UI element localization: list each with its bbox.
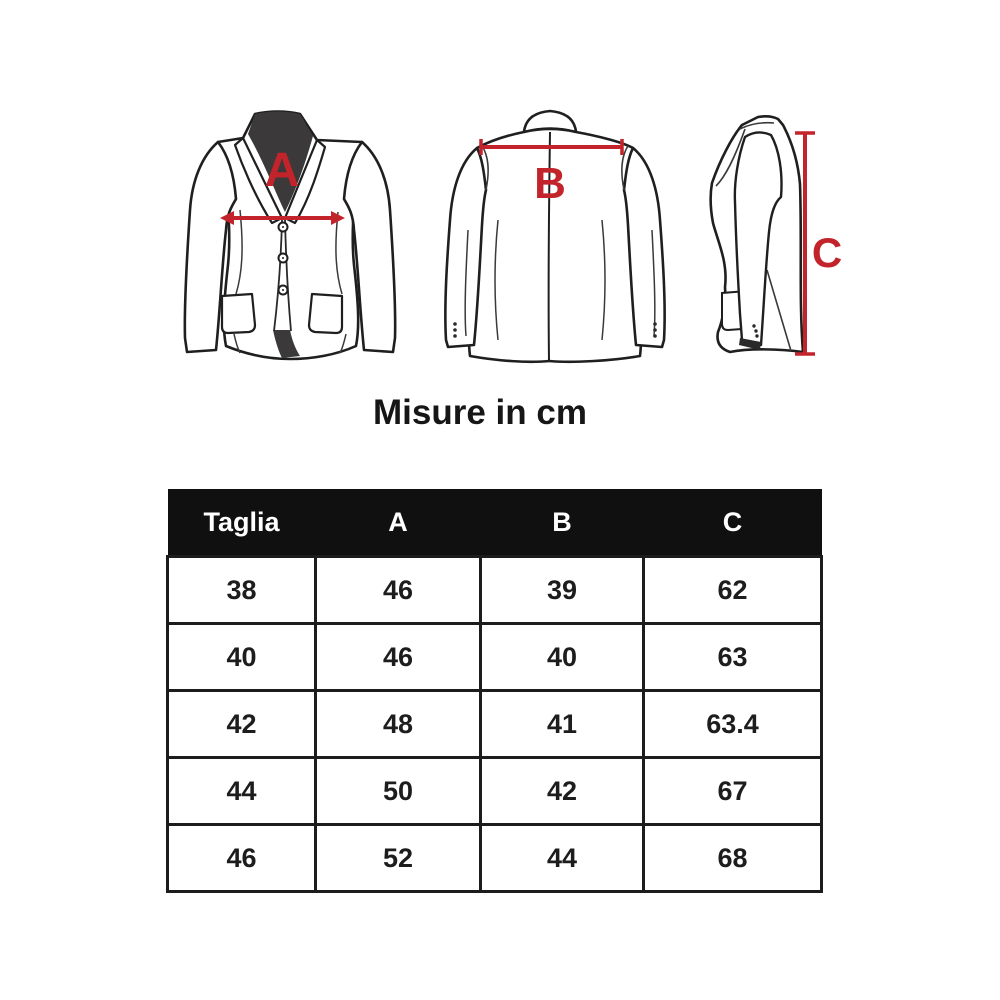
measurement-label-c: C bbox=[812, 229, 842, 276]
size-cell: 42 bbox=[479, 756, 645, 826]
size-cell: 44 bbox=[166, 756, 317, 826]
size-cell: 63 bbox=[642, 622, 823, 692]
jacket-back-view: B bbox=[444, 109, 666, 364]
table-row: 44 50 42 67 bbox=[166, 756, 823, 826]
header-b: B bbox=[480, 489, 644, 557]
measurement-arrow-a bbox=[220, 211, 345, 225]
size-cell: 39 bbox=[479, 555, 645, 625]
table-row: 38 46 39 62 bbox=[166, 555, 823, 625]
jacket-front-inner-shirt bbox=[248, 111, 313, 212]
jacket-front-buttons bbox=[277, 221, 289, 296]
size-cell: 40 bbox=[166, 622, 317, 692]
jacket-back-cuff-buttons bbox=[453, 322, 657, 338]
jacket-side-sleeve bbox=[733, 131, 783, 347]
jacket-front-left-sleeve bbox=[183, 140, 238, 354]
size-table: Taglia A B C 38 46 39 62 40 46 40 63 42 … bbox=[166, 489, 823, 893]
size-cell: 42 bbox=[166, 689, 317, 759]
jacket-side-detail-lines bbox=[715, 121, 792, 352]
size-cell: 52 bbox=[314, 823, 482, 893]
header-taglia: Taglia bbox=[167, 489, 316, 557]
size-cell: 63.4 bbox=[642, 689, 823, 759]
measurement-label-a: A bbox=[265, 144, 300, 197]
jacket-back-seam-lines bbox=[464, 145, 656, 341]
size-cell: 67 bbox=[642, 756, 823, 826]
size-cell: 68 bbox=[642, 823, 823, 893]
size-cell: 41 bbox=[479, 689, 645, 759]
jacket-side-view: C bbox=[709, 115, 842, 356]
header-c: C bbox=[643, 489, 822, 557]
jacket-front-right-sleeve bbox=[342, 140, 397, 354]
jacket-side-cuff-buttons bbox=[752, 324, 759, 338]
page-title: Misure in cm bbox=[373, 393, 587, 432]
measurement-line-c bbox=[795, 131, 815, 356]
jacket-front-hem-opening bbox=[273, 330, 300, 358]
size-cell: 38 bbox=[166, 555, 317, 625]
jacket-front-right-lapel bbox=[283, 138, 327, 225]
header-a: A bbox=[315, 489, 481, 557]
size-cell: 62 bbox=[642, 555, 823, 625]
jacket-front-right-pocket bbox=[307, 292, 344, 335]
table-row: 46 52 44 68 bbox=[166, 823, 823, 893]
jacket-front-view: A bbox=[183, 110, 397, 361]
measurement-line-b bbox=[479, 139, 624, 155]
table-row: 42 48 41 63.4 bbox=[166, 689, 823, 759]
table-header-row: Taglia A B C bbox=[167, 489, 822, 557]
jacket-front-left-pocket bbox=[220, 292, 257, 335]
measurement-label-b: B bbox=[534, 159, 566, 208]
size-cell: 46 bbox=[314, 622, 482, 692]
size-cell: 46 bbox=[314, 555, 482, 625]
jacket-front-left-lapel bbox=[233, 136, 284, 225]
jacket-front-placket-lines bbox=[273, 219, 292, 332]
size-cell: 40 bbox=[479, 622, 645, 692]
jacket-back-center-seam bbox=[547, 131, 551, 362]
jacket-side-cuff bbox=[739, 338, 761, 350]
table-row: 40 46 40 63 bbox=[166, 622, 823, 692]
jacket-front-seam-lines bbox=[233, 209, 347, 354]
size-cell: 46 bbox=[166, 823, 317, 893]
size-cell: 44 bbox=[479, 823, 645, 893]
size-cell: 50 bbox=[314, 756, 482, 826]
size-cell: 48 bbox=[314, 689, 482, 759]
